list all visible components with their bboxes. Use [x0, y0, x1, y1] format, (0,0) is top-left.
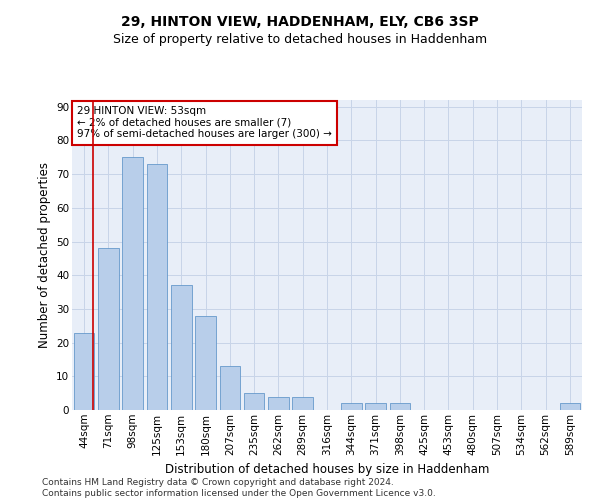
Bar: [195, 316, 216, 410]
Text: Contains HM Land Registry data © Crown copyright and database right 2024.
Contai: Contains HM Land Registry data © Crown c…: [42, 478, 436, 498]
Text: Size of property relative to detached houses in Haddenham: Size of property relative to detached ho…: [113, 32, 487, 46]
Text: 29 HINTON VIEW: 53sqm
← 2% of detached houses are smaller (7)
97% of semi-detach: 29 HINTON VIEW: 53sqm ← 2% of detached h…: [77, 106, 332, 140]
Y-axis label: Number of detached properties: Number of detached properties: [38, 162, 50, 348]
Bar: [389, 404, 410, 410]
Bar: [146, 164, 167, 410]
Bar: [560, 404, 580, 410]
Bar: [365, 404, 386, 410]
Bar: [220, 366, 240, 410]
X-axis label: Distribution of detached houses by size in Haddenham: Distribution of detached houses by size …: [165, 463, 489, 476]
Bar: [341, 404, 362, 410]
Bar: [292, 396, 313, 410]
Text: 29, HINTON VIEW, HADDENHAM, ELY, CB6 3SP: 29, HINTON VIEW, HADDENHAM, ELY, CB6 3SP: [121, 15, 479, 29]
Bar: [244, 393, 265, 410]
Bar: [122, 158, 143, 410]
Bar: [74, 332, 94, 410]
Bar: [98, 248, 119, 410]
Bar: [268, 396, 289, 410]
Bar: [171, 286, 191, 410]
